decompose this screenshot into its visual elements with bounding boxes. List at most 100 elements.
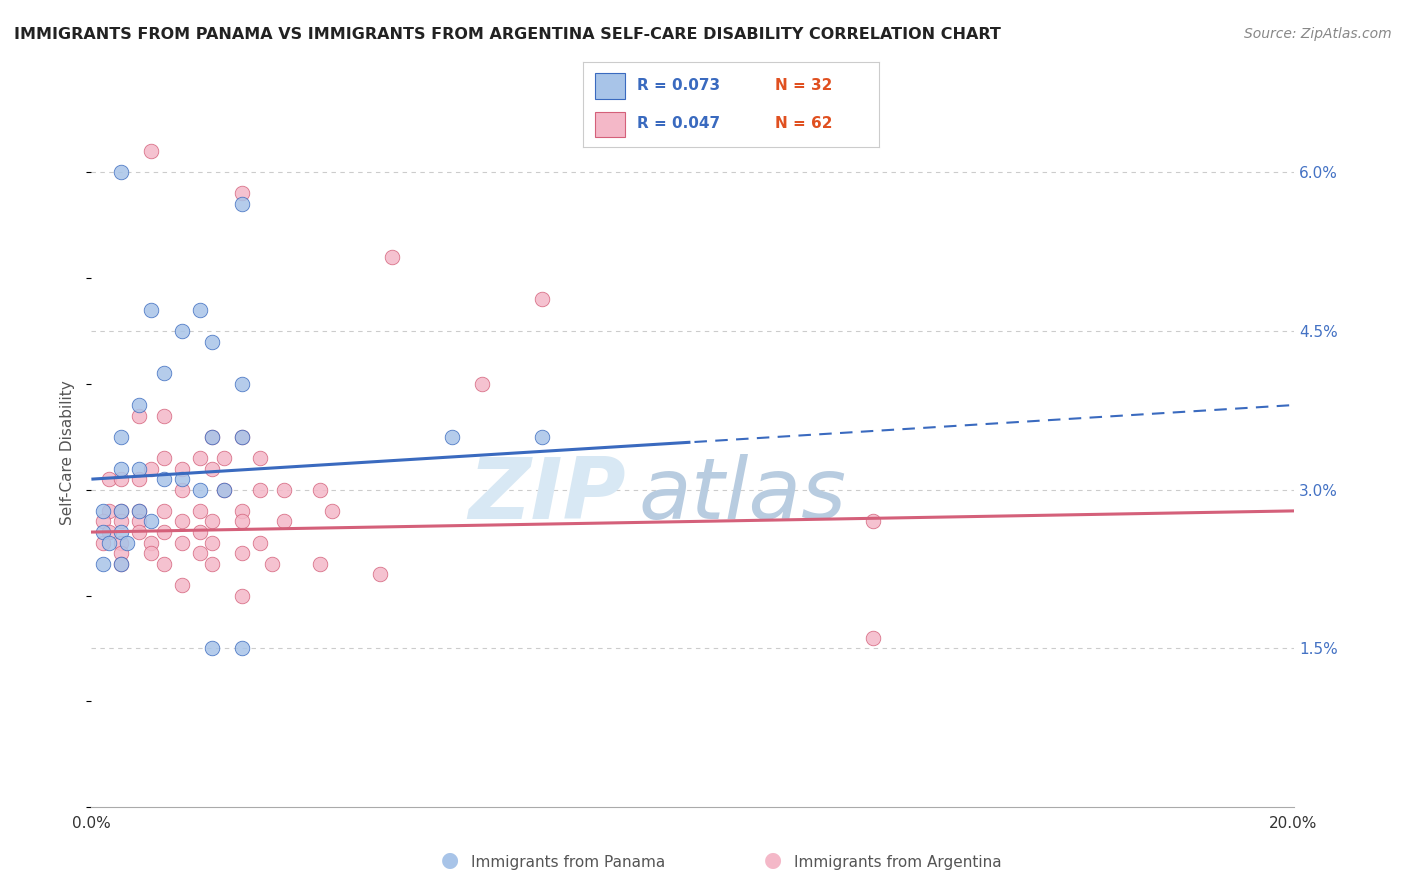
Point	[98, 535, 121, 549]
Point	[128, 398, 150, 412]
Point	[110, 557, 132, 571]
Point	[110, 472, 132, 486]
Point	[128, 461, 150, 475]
Point	[170, 324, 193, 338]
Bar	[595, 73, 624, 99]
Point	[201, 557, 224, 571]
Point	[117, 535, 139, 549]
Text: N = 32: N = 32	[776, 78, 832, 93]
Text: N = 62: N = 62	[776, 116, 832, 131]
Point	[141, 302, 163, 317]
Point	[98, 524, 121, 539]
Point	[110, 515, 132, 529]
Point	[152, 472, 174, 486]
Point	[212, 483, 235, 497]
Point	[308, 483, 330, 497]
Point	[141, 535, 163, 549]
Point	[110, 165, 132, 179]
Point	[471, 376, 494, 391]
Point	[201, 535, 224, 549]
Point	[170, 483, 193, 497]
Point	[110, 504, 132, 518]
Point	[231, 430, 253, 444]
Point	[93, 535, 115, 549]
Point	[170, 535, 193, 549]
Point	[93, 524, 115, 539]
Point	[188, 450, 211, 465]
Point	[110, 461, 132, 475]
Point	[440, 430, 463, 444]
Point	[141, 461, 163, 475]
Point	[188, 524, 211, 539]
Point	[128, 409, 150, 423]
Point	[231, 515, 253, 529]
Point	[128, 524, 150, 539]
Point	[201, 461, 224, 475]
Point	[231, 589, 253, 603]
Point	[152, 524, 174, 539]
Point	[308, 557, 330, 571]
Point	[862, 631, 884, 645]
Point	[128, 504, 150, 518]
Text: ZIP: ZIP	[468, 454, 626, 537]
Point	[321, 504, 343, 518]
Text: Source: ZipAtlas.com: Source: ZipAtlas.com	[1244, 27, 1392, 41]
Point	[188, 302, 211, 317]
Point	[212, 450, 235, 465]
Text: atlas: atlas	[638, 454, 846, 537]
Point	[249, 483, 271, 497]
Text: ●: ●	[765, 850, 782, 870]
Point	[110, 546, 132, 560]
Point	[152, 504, 174, 518]
Point	[531, 292, 554, 306]
Point	[231, 197, 253, 211]
Point	[110, 430, 132, 444]
Point	[260, 557, 283, 571]
Point	[128, 472, 150, 486]
Point	[141, 546, 163, 560]
Point	[201, 641, 224, 656]
Point	[231, 641, 253, 656]
Point	[128, 504, 150, 518]
Text: R = 0.047: R = 0.047	[637, 116, 720, 131]
Point	[231, 376, 253, 391]
Point	[170, 515, 193, 529]
Point	[231, 504, 253, 518]
Point	[273, 483, 295, 497]
Point	[110, 535, 132, 549]
Bar	[595, 112, 624, 137]
Point	[170, 472, 193, 486]
Point	[201, 334, 224, 349]
Point	[93, 515, 115, 529]
Point	[231, 186, 253, 201]
Y-axis label: Self-Care Disability: Self-Care Disability	[60, 380, 76, 525]
Point	[170, 461, 193, 475]
Point	[152, 450, 174, 465]
Point	[110, 524, 132, 539]
Text: ●: ●	[441, 850, 458, 870]
Text: R = 0.073: R = 0.073	[637, 78, 720, 93]
Text: IMMIGRANTS FROM PANAMA VS IMMIGRANTS FROM ARGENTINA SELF-CARE DISABILITY CORRELA: IMMIGRANTS FROM PANAMA VS IMMIGRANTS FRO…	[14, 27, 1001, 42]
Text: Immigrants from Argentina: Immigrants from Argentina	[794, 855, 1002, 870]
Point	[188, 504, 211, 518]
Point	[98, 472, 121, 486]
Point	[188, 546, 211, 560]
Point	[141, 515, 163, 529]
Point	[152, 409, 174, 423]
Point	[201, 515, 224, 529]
Point	[249, 450, 271, 465]
Point	[152, 557, 174, 571]
Point	[201, 430, 224, 444]
Point	[152, 367, 174, 381]
Text: Immigrants from Panama: Immigrants from Panama	[471, 855, 665, 870]
Point	[249, 535, 271, 549]
Point	[531, 430, 554, 444]
Point	[381, 250, 404, 264]
Point	[170, 578, 193, 592]
Point	[110, 557, 132, 571]
Point	[93, 557, 115, 571]
Point	[368, 567, 391, 582]
Point	[141, 144, 163, 158]
Point	[98, 504, 121, 518]
Point	[231, 430, 253, 444]
